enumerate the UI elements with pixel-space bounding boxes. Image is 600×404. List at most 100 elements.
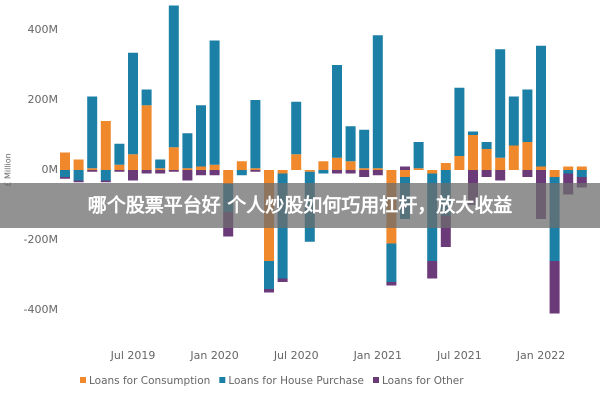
bar-segment (209, 164, 220, 170)
x-tick-label: Jul 2020 (273, 349, 319, 362)
bar-segment (508, 96, 519, 146)
bar-segment (155, 159, 166, 169)
banner-background (0, 183, 600, 228)
bar-segment (576, 177, 587, 188)
y-tick-label: 400M (28, 23, 59, 36)
bar-segment (495, 49, 506, 158)
bar-segment (168, 5, 179, 148)
bar-segment (100, 170, 111, 181)
bar-segment (318, 161, 329, 170)
bar-segment (332, 157, 342, 170)
bar-segment (182, 133, 193, 169)
bar-segment (481, 149, 492, 170)
bar-segment (454, 87, 465, 156)
bar-segment (100, 180, 111, 183)
bar-segment (386, 243, 397, 282)
bar-segment (413, 142, 424, 169)
bar-segment (359, 168, 370, 170)
bar-segment (413, 168, 424, 170)
bar-segment (359, 129, 370, 169)
bar-segment (481, 170, 492, 177)
bar-segment (100, 121, 111, 170)
bar-segment (250, 170, 261, 172)
bar-segment (277, 278, 288, 282)
bar-segment (141, 170, 152, 174)
bar-segment (440, 163, 451, 170)
bar-segment (264, 261, 274, 289)
legend-swatch (219, 377, 226, 383)
bar-segment (264, 289, 274, 293)
bar-segment (372, 35, 383, 169)
x-tick-label: Jul 2021 (436, 349, 482, 362)
bar-segment (182, 168, 193, 170)
bar-segment (536, 45, 546, 167)
bar-segment (332, 170, 342, 174)
bar-segment (372, 170, 383, 176)
bar-segment (250, 168, 261, 170)
bar-segment (522, 142, 533, 170)
x-tick-label: Jan 2020 (189, 349, 238, 362)
bar-segment (386, 282, 397, 286)
bar-segment (318, 170, 329, 174)
bar-segment (73, 170, 84, 181)
bar-segment (481, 142, 492, 149)
bar-segment (332, 65, 342, 158)
bar-segment (236, 161, 247, 170)
y-tick-label: 200M (28, 93, 59, 106)
bar-segment (87, 168, 98, 170)
bar-segment (440, 215, 451, 247)
bar-segment (128, 154, 138, 170)
bar-segment (359, 170, 370, 177)
bar-segment (304, 170, 315, 172)
bar-segment (427, 261, 438, 279)
bar-segment (563, 166, 574, 170)
bar-segment (73, 159, 84, 170)
bar-segment (60, 177, 70, 179)
bar-segment (209, 170, 220, 176)
bar-segment (549, 170, 560, 177)
bar-segment (60, 170, 70, 177)
bar-segment (141, 89, 152, 106)
bar-segment (454, 156, 465, 170)
x-tick-label: Jan 2022 (516, 349, 565, 362)
bar-segment (427, 170, 438, 174)
bar-segment (522, 89, 533, 142)
bar-segment (468, 135, 478, 170)
bar-segment (196, 166, 206, 170)
legend-label: Loans for Other (382, 375, 464, 387)
bar-segment (223, 170, 234, 184)
bar-segment (87, 170, 98, 172)
bar-segment (196, 170, 206, 176)
bar-segment (250, 100, 261, 169)
bar-segment (495, 157, 506, 170)
bar-segment (468, 131, 478, 135)
bar-segment (155, 168, 166, 170)
y-axis-label: £ Million (4, 153, 13, 186)
bar-segment (372, 168, 383, 170)
bar-segment (60, 152, 70, 170)
bar-segment (128, 52, 138, 155)
bar-segment (291, 101, 302, 155)
bar-segment (549, 261, 560, 314)
legend-label: Loans for House Purchase (228, 375, 364, 387)
bar-segment (114, 143, 125, 165)
bar-segment (345, 161, 356, 170)
bar-segment (168, 147, 179, 170)
bar-segment (73, 180, 84, 183)
bar-segment (114, 164, 125, 170)
bar-segment (141, 105, 152, 170)
bar-segment (400, 166, 410, 170)
bar-segment (495, 170, 506, 181)
y-tick-label: -200M (24, 233, 58, 246)
bar-segment (209, 40, 220, 165)
legend-swatch (80, 377, 86, 383)
bar-segment (277, 170, 288, 174)
bar-segment (508, 145, 519, 170)
bar-segment (168, 170, 179, 172)
bar-segment (400, 170, 410, 177)
banner-text: 哪个股票平台好 个人炒股如何巧用杠杆，放大收益 (88, 194, 513, 217)
bar-segment (291, 154, 302, 170)
bar-segment (87, 96, 98, 169)
bar-segment (576, 166, 587, 170)
